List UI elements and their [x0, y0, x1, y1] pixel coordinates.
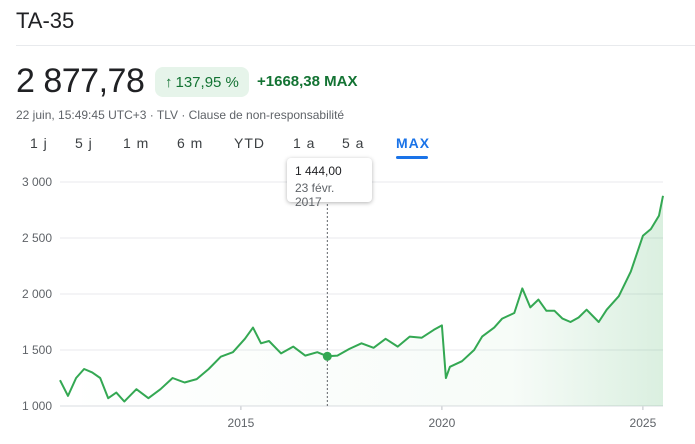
range-1d[interactable]: 1 j: [30, 135, 48, 151]
page-title: TA-35: [16, 8, 75, 33]
y-tick-label: 2 000: [22, 287, 52, 301]
range-6m[interactable]: 6 m: [177, 135, 204, 151]
tooltip-value: 1 444,00: [295, 164, 342, 178]
y-tick-label: 3 000: [22, 175, 52, 189]
range-ytd[interactable]: YTD: [234, 135, 265, 151]
price-chart-svg: 1 000 1 500 2 000 2 500 3 000 2015 2020 2025: [22, 164, 664, 430]
range-5y[interactable]: 5 a: [342, 135, 365, 151]
y-tick-label: 1 000: [22, 399, 52, 413]
arrow-up-icon: ↑: [165, 73, 173, 91]
range-1y[interactable]: 1 a: [293, 135, 316, 151]
range-5d[interactable]: 5 j: [75, 135, 93, 151]
header-divider: [16, 45, 695, 46]
change-absolute: +1668,38 MAX: [257, 73, 358, 90]
x-tick-label: 2020: [429, 416, 456, 430]
series-line: [59, 195, 664, 403]
range-active-indicator: [396, 156, 428, 159]
series-area: [60, 195, 663, 406]
y-tick-label: 2 500: [22, 231, 52, 245]
range-max[interactable]: MAX: [396, 135, 431, 151]
chart-tooltip: 1 444,00 23 févr. 2017: [287, 158, 372, 209]
y-tick-label: 1 500: [22, 343, 52, 357]
x-tick-label: 2015: [228, 416, 255, 430]
current-price: 2 877,78: [16, 62, 145, 100]
change-percent-badge: ↑ 137,95 %: [155, 67, 249, 97]
highlight-point: [322, 351, 332, 361]
change-percent: 137,95 %: [175, 73, 239, 91]
tooltip-date: 23 févr. 2017: [295, 181, 335, 209]
price-chart[interactable]: 1 000 1 500 2 000 2 500 3 000 2015 2020 2025: [0, 160, 695, 439]
range-1m[interactable]: 1 m: [123, 135, 150, 151]
quote-meta: 22 juin, 15:49:45 UTC+3 · TLV · Clause d…: [16, 108, 345, 122]
x-tick-label: 2025: [630, 416, 657, 430]
